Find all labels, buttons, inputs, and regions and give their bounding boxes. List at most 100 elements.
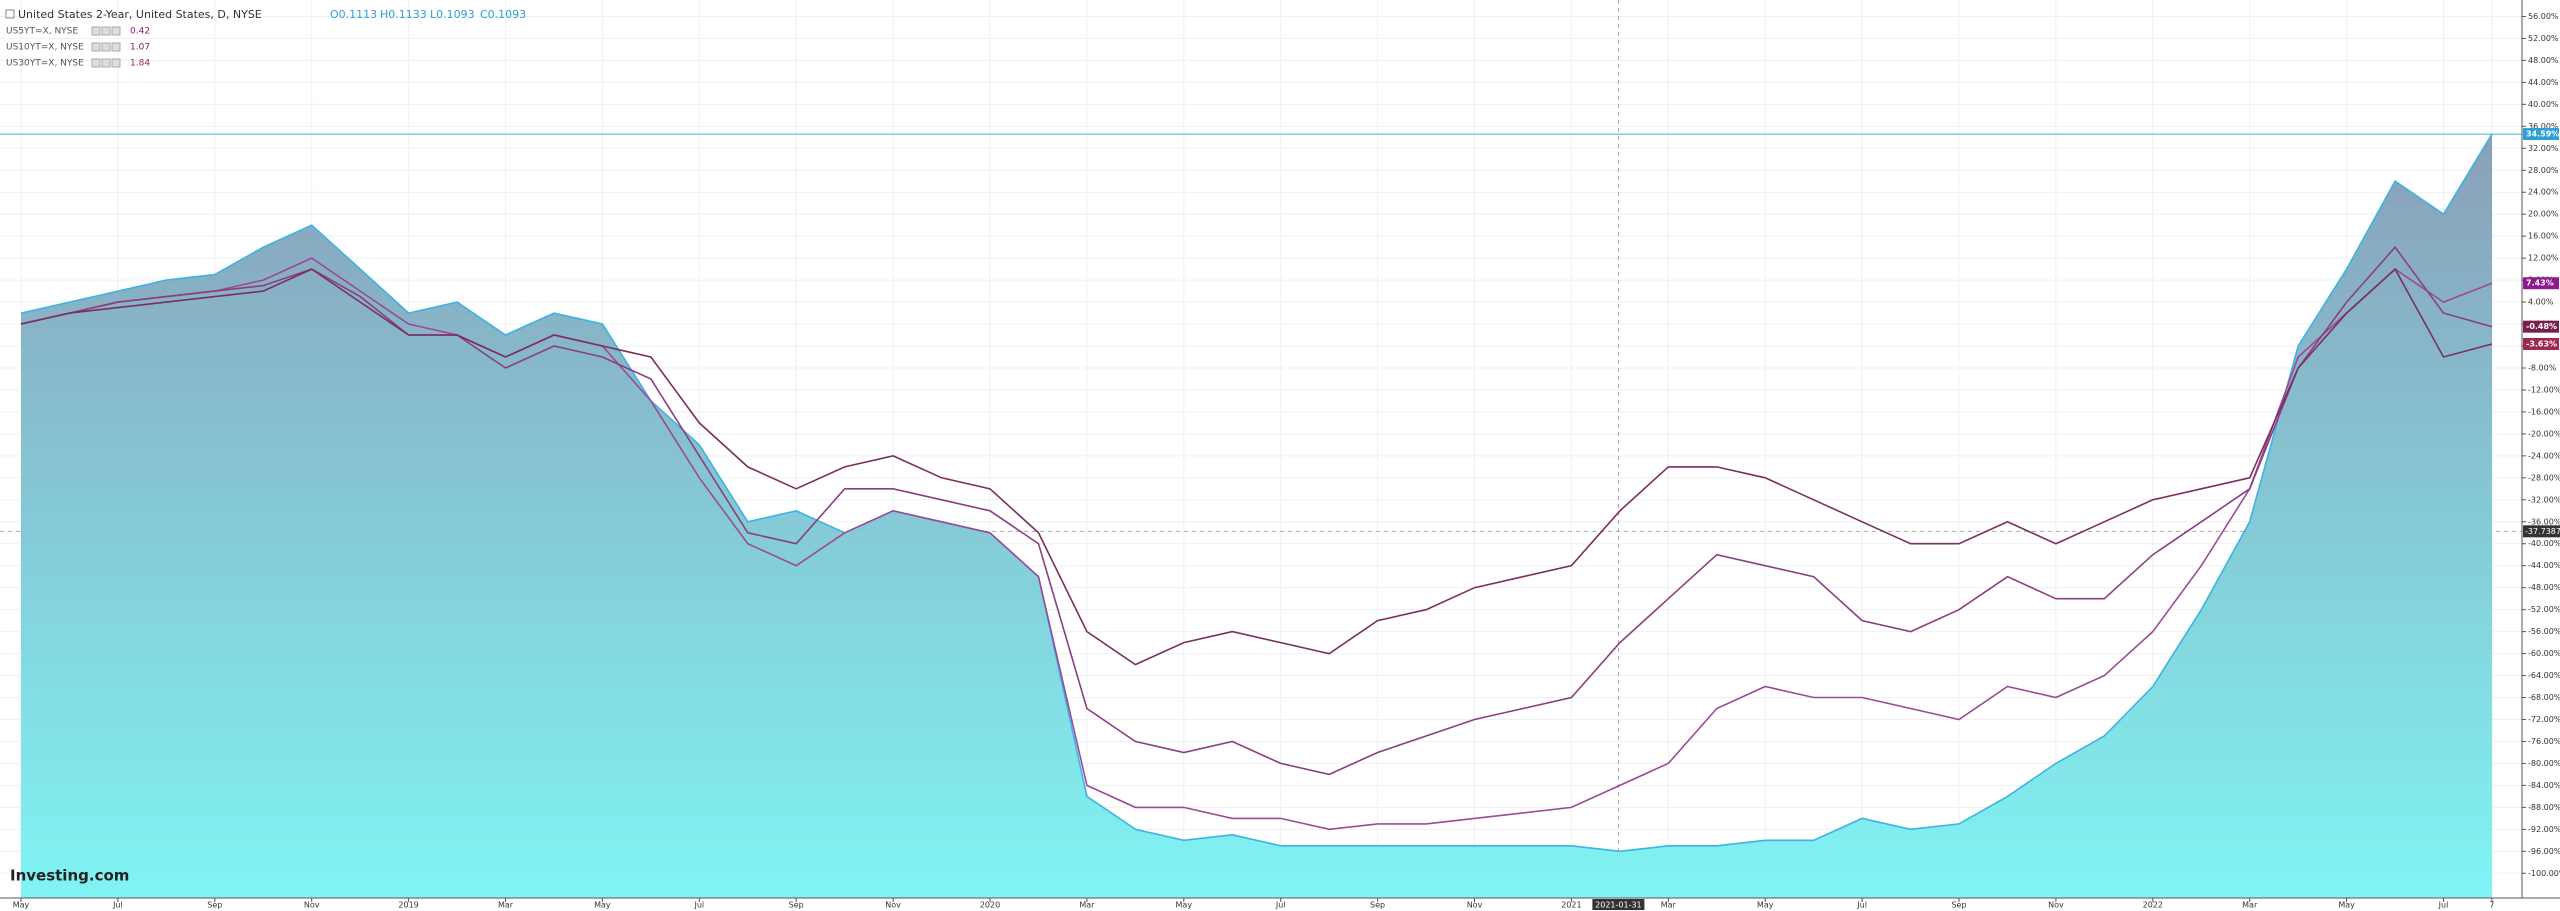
- x-tick-label: Sep: [789, 901, 804, 910]
- series-line: [20, 257, 2493, 831]
- legend-value: 0.42: [130, 27, 150, 37]
- x-tick-label: Sep: [207, 901, 222, 910]
- last-value-badge: [2523, 277, 2559, 290]
- ohlc: H0.1133: [380, 8, 427, 21]
- y-tick-label: -100.00%: [2528, 869, 2560, 878]
- legend-name: US30YT=X, NYSE: [6, 59, 84, 69]
- y-tick-label: 48.00%: [2528, 56, 2559, 65]
- y-tick-label: 44.00%: [2528, 78, 2559, 87]
- y-tick-label: -16.00%: [2528, 407, 2560, 416]
- header: United States 2-Year, United States, D, …: [5, 8, 526, 21]
- series-line: [20, 267, 2493, 666]
- x-tick-label: Jul: [1275, 901, 1286, 910]
- legend-value: 1.84: [130, 59, 150, 69]
- last-value-badge: [2523, 337, 2559, 350]
- legend-button[interactable]: [91, 58, 101, 68]
- x-tick-label: Mar: [1079, 901, 1095, 910]
- y-tick-label: -24.00%: [2528, 451, 2560, 460]
- x-tick-label: Nov: [304, 901, 320, 910]
- x-tick-label: Jul: [2438, 901, 2449, 910]
- legend-button[interactable]: [111, 58, 121, 68]
- x-tick-label: 2021: [1561, 901, 1581, 910]
- x-tick-label: Sep: [1370, 901, 1385, 910]
- y-tick-label: -8.00%: [2528, 363, 2557, 372]
- y-tick-label: -88.00%: [2528, 803, 2560, 812]
- x-tick-label: Sep: [1951, 901, 1966, 910]
- legend-button[interactable]: [111, 26, 121, 36]
- y-tick-label: 4.00%: [2528, 298, 2554, 307]
- x-tick-label: 2019: [398, 901, 418, 910]
- x-tick-label: 2020: [980, 901, 1000, 910]
- y-tick-label: -96.00%: [2528, 847, 2560, 856]
- y-tick-label: -48.00%: [2528, 583, 2560, 592]
- y-tick-label: -12.00%: [2528, 385, 2560, 394]
- legend-value: 1.07: [130, 43, 150, 53]
- crosshair-date-badge: [1592, 899, 1645, 910]
- y-tick-label: 16.00%: [2528, 232, 2559, 241]
- logo: Investing.com: [10, 867, 129, 885]
- x-tick-label: May: [13, 901, 30, 910]
- x-tick-label: 2022: [2143, 901, 2163, 910]
- legend-button[interactable]: [91, 42, 101, 52]
- legend-button[interactable]: [101, 58, 111, 68]
- last-value-badge: [2523, 320, 2559, 333]
- last-value-label: -3.63%: [2526, 339, 2557, 348]
- y-tick-label: 52.00%: [2528, 34, 2559, 43]
- y-tick-label: 32.00%: [2528, 144, 2559, 153]
- last-value-label: -0.48%: [2526, 322, 2557, 331]
- last-value-label: 34.59%: [2526, 130, 2559, 139]
- y-tick-label: -60.00%: [2528, 649, 2560, 658]
- legend-name: US5YT=X, NYSE: [6, 27, 78, 37]
- y-tick-label: 12.00%: [2528, 254, 2559, 263]
- x-tick-label: May: [1176, 901, 1193, 910]
- y-tick-label: -56.00%: [2528, 627, 2560, 636]
- x-tick-label: Jul: [112, 901, 123, 910]
- last-value-label: 7.43%: [2526, 279, 2554, 288]
- y-tick-label: -84.00%: [2528, 781, 2560, 790]
- series-line: [20, 133, 2493, 853]
- area: [21, 134, 2492, 899]
- y-tick-label: 28.00%: [2528, 166, 2559, 175]
- y-tick-label: -68.00%: [2528, 693, 2560, 702]
- crosshair-badge: [2523, 525, 2560, 538]
- collapse-icon[interactable]: [5, 9, 15, 19]
- y-tick-label: -72.00%: [2528, 715, 2560, 724]
- chart-title: United States 2-Year, United States, D, …: [18, 8, 262, 21]
- y-tick-label: 56.00%: [2528, 12, 2559, 21]
- y-tick-label: 24.00%: [2528, 188, 2559, 197]
- x-tick-label: Jul: [1856, 901, 1867, 910]
- x-tick-label: Mar: [498, 901, 514, 910]
- legend-button[interactable]: [101, 26, 111, 36]
- ohlc: L0.1093: [430, 8, 475, 21]
- x-tick-label: Nov: [1467, 901, 1483, 910]
- y-tick-label: -92.00%: [2528, 825, 2560, 834]
- legend-button[interactable]: [91, 26, 101, 36]
- y-tick-label: -40.00%: [2528, 539, 2560, 548]
- y-tick-label: 20.00%: [2528, 210, 2559, 219]
- x-tick-label: Jul: [693, 901, 704, 910]
- y-tick-label: -80.00%: [2528, 759, 2560, 768]
- ohlc: C0.1093: [480, 8, 526, 21]
- crosshair-date: 2021-01-31: [1595, 901, 1642, 910]
- legend-button[interactable]: [111, 42, 121, 52]
- y-tick-label: -44.00%: [2528, 561, 2560, 570]
- ohlc: O0.1113: [330, 8, 377, 21]
- x-tick-label: May: [1757, 901, 1774, 910]
- crosshair-value: -37.7387: [2525, 527, 2560, 536]
- last-value-badge: [2523, 128, 2559, 141]
- y-tick-label: -52.00%: [2528, 605, 2560, 614]
- y-tick-label: 40.00%: [2528, 100, 2559, 109]
- x-tick-label: Mar: [2242, 901, 2258, 910]
- x-tick-label: May: [2338, 901, 2355, 910]
- legend-name: US10YT=X, NYSE: [6, 43, 84, 53]
- x-tick-label: 7: [2489, 901, 2494, 910]
- y-tick-label: -28.00%: [2528, 473, 2560, 482]
- y-tick-label: -20.00%: [2528, 429, 2560, 438]
- legend-button[interactable]: [101, 42, 111, 52]
- y-tick-label: -64.00%: [2528, 671, 2560, 680]
- y-tick-label: -36.00%: [2528, 517, 2560, 526]
- x-tick-label: Nov: [885, 901, 901, 910]
- x-tick-label: May: [594, 901, 611, 910]
- y-tick-label: 36.00%: [2528, 122, 2559, 131]
